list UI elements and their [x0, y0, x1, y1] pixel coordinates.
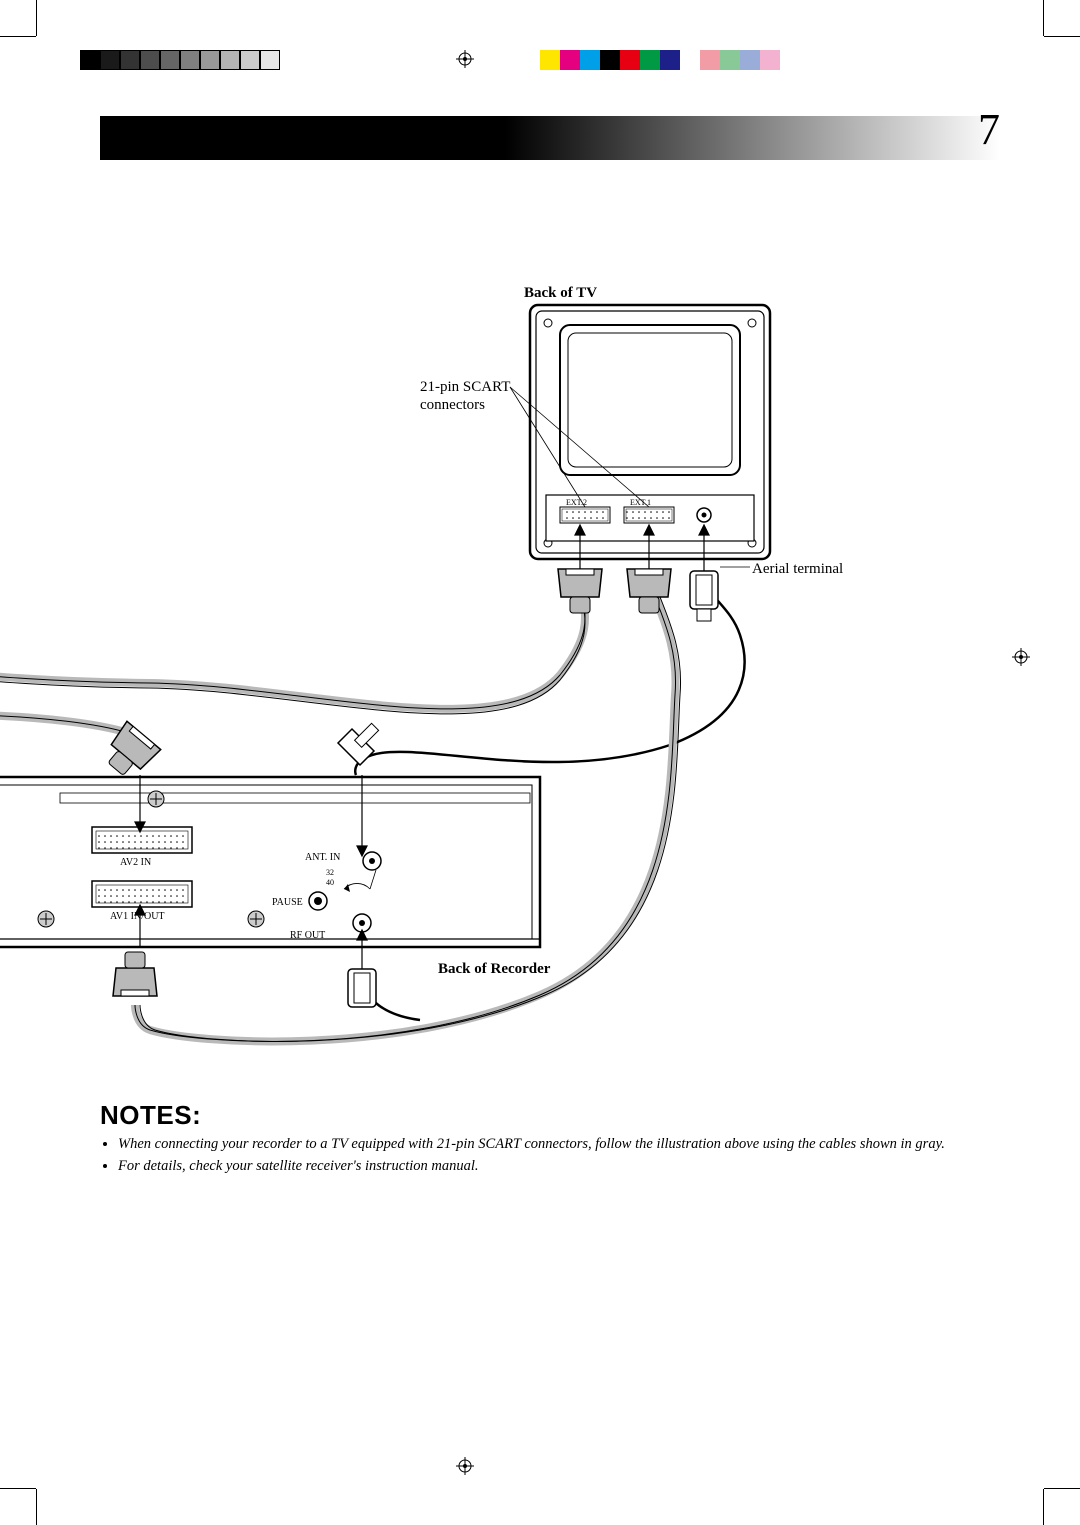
note-item: When connecting your recorder to a TV eq…: [118, 1135, 1000, 1155]
notes-heading: NOTES:: [100, 1100, 1000, 1131]
page-number: 7: [978, 104, 1000, 155]
crop-bot-right-v: [1043, 1489, 1044, 1525]
color-swatch: [700, 50, 720, 70]
pause-label: PAUSE: [272, 897, 303, 909]
aerial-terminal-label: Aerial terminal: [752, 560, 843, 578]
ch40-label: 40: [326, 878, 334, 888]
color-swatch: [760, 50, 780, 70]
back-of-tv-label: Back of TV: [524, 284, 597, 302]
gray-swatch: [200, 50, 220, 70]
ch32-label: 32: [326, 868, 334, 878]
color-swatch: [540, 50, 560, 70]
ext1-label: EXT.1: [630, 498, 651, 508]
back-of-recorder-label: Back of Recorder: [438, 960, 550, 978]
gray-calibration-bar: [80, 50, 280, 70]
color-swatch: [680, 50, 700, 70]
av2-label: AV2 IN: [120, 857, 151, 869]
reg-mark-top: [456, 50, 474, 68]
scart-plug-av1: [113, 952, 157, 996]
aerial-plug-rec: [338, 723, 379, 765]
color-swatch: [600, 50, 620, 70]
reg-mark-right: [1012, 648, 1030, 666]
aerial-plug-tv: [690, 571, 718, 621]
scart-connectors-label: 21-pin SCART connectors: [420, 378, 510, 414]
color-swatch: [620, 50, 640, 70]
color-swatch: [660, 50, 680, 70]
scart-plug-ext2: [558, 569, 602, 613]
av1-label: AV1 IN/OUT: [110, 911, 165, 923]
gray-swatch: [140, 50, 160, 70]
header-gradient-bar: [100, 116, 1000, 160]
aerial-cable: [355, 575, 744, 775]
gray-swatch: [120, 50, 140, 70]
gray-swatch: [220, 50, 240, 70]
color-swatch: [560, 50, 580, 70]
crop-top-right-v: [1043, 0, 1044, 36]
notes-list: When connecting your recorder to a TV eq…: [100, 1135, 1000, 1176]
scart-plug-ext1: [627, 569, 671, 613]
ext2-label: EXT.2: [566, 498, 587, 508]
color-swatch: [740, 50, 760, 70]
recorder-outline: [0, 777, 540, 947]
notes-section: NOTES: When connecting your recorder to …: [100, 1100, 1000, 1178]
scart-cable-ext2: [0, 575, 585, 714]
note-item: For details, check your satellite receiv…: [118, 1157, 1000, 1177]
color-swatch: [640, 50, 660, 70]
gray-swatch: [80, 50, 100, 70]
reg-mark-bottom: [456, 1457, 474, 1475]
crop-bot-left-v: [36, 1489, 37, 1525]
crop-top-left-h: [0, 36, 36, 37]
crop-top-right-h: [1044, 36, 1080, 37]
color-swatch: [580, 50, 600, 70]
tv-outline: [530, 305, 770, 559]
gray-swatch: [100, 50, 120, 70]
rf-plug: [348, 969, 376, 1007]
gray-swatch: [160, 50, 180, 70]
crop-bot-left-h: [0, 1488, 36, 1489]
crop-bot-right-h: [1044, 1488, 1080, 1489]
gray-swatch: [240, 50, 260, 70]
color-calibration-bar: [540, 50, 780, 70]
antin-label: ANT. IN: [305, 852, 340, 864]
gray-swatch: [260, 50, 280, 70]
color-swatch: [720, 50, 740, 70]
crop-top-left-v: [36, 0, 37, 36]
rfout-label: RF OUT: [290, 930, 325, 942]
gray-swatch: [180, 50, 200, 70]
